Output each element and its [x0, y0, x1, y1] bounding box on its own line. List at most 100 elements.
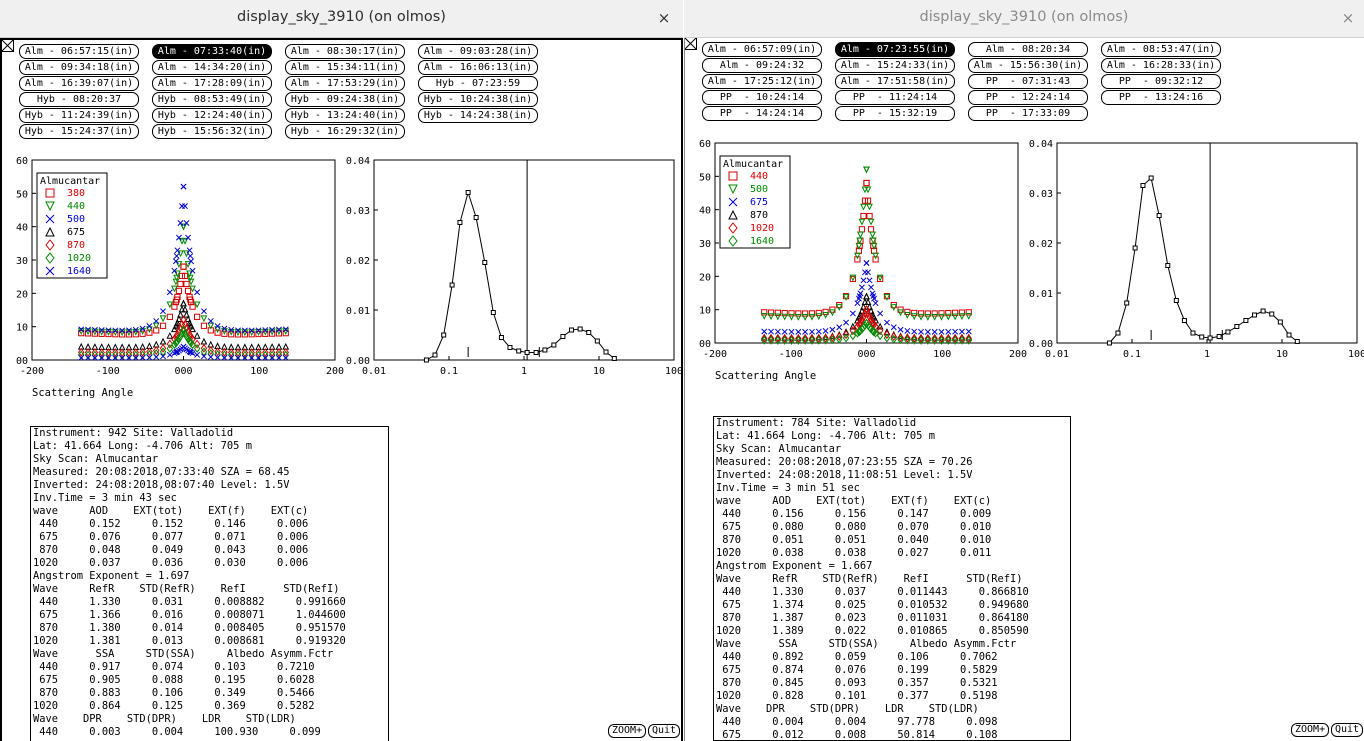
close-icon[interactable]: ×	[1341, 9, 1355, 27]
close-icon[interactable]: ×	[657, 9, 671, 27]
scan-button[interactable]: PP - 12:24:14	[968, 90, 1088, 105]
data-point	[200, 337, 208, 345]
zoom-button[interactable]: ZOOM+	[608, 724, 647, 738]
data-point	[958, 309, 966, 316]
scan-button[interactable]: PP - 13:24:16	[1101, 90, 1221, 105]
y-tick-label: 20	[699, 272, 711, 283]
info-line: Instrument: 784 Site: Valladolid	[716, 417, 917, 429]
data-point	[774, 334, 782, 343]
x-tick-label: 100	[933, 349, 951, 360]
data-point	[262, 330, 269, 337]
data-point	[864, 298, 872, 305]
scan-button[interactable]: Alm - 07:23:55(in)	[835, 42, 955, 57]
x-tick-label: 0.01	[362, 366, 386, 377]
data-point	[282, 354, 289, 361]
scan-button[interactable]: Alm - 07:33:40(in)	[152, 44, 272, 59]
scan-button[interactable]: PP - 10:24:14	[702, 90, 822, 105]
scan-button[interactable]: Alm - 15:56:30(in)	[968, 58, 1088, 73]
scan-button[interactable]: Alm - 17:51:58(in)	[835, 74, 955, 89]
scan-button[interactable]: Hyb - 15:56:32(in)	[152, 124, 272, 139]
scan-button[interactable]: Alm - 08:53:47(in)	[1101, 42, 1221, 57]
data-point	[836, 332, 843, 342]
scan-button[interactable]: PP - 14:24:14	[702, 106, 822, 121]
scan-button[interactable]: Hyb - 13:24:40(in)	[285, 108, 405, 123]
data-point	[177, 310, 184, 318]
y-tick-label: 0.03	[346, 206, 370, 217]
x-tick-label: 200	[326, 366, 344, 377]
scan-button[interactable]: Alm - 15:34:11(in)	[285, 60, 405, 75]
data-point	[118, 350, 126, 360]
data-point	[282, 330, 289, 337]
data-point	[883, 330, 891, 340]
data-point	[560, 334, 566, 339]
data-point	[849, 326, 857, 336]
scan-button[interactable]: Alm - 17:28:09(in)	[152, 76, 272, 91]
info-line: 675 0.905 0.088 0.195 0.6028	[33, 674, 315, 686]
data-point	[457, 220, 463, 225]
data-point	[1140, 183, 1146, 188]
scan-button[interactable]: Hyb - 14:24:38(in)	[418, 108, 538, 123]
scan-button[interactable]: Hyb - 08:20:37	[19, 92, 139, 107]
scan-button[interactable]: Hyb - 10:24:38(in)	[418, 92, 538, 107]
scan-button[interactable]: Alm - 16:28:33(in)	[1101, 58, 1221, 73]
data-point	[255, 327, 262, 334]
scan-button[interactable]: Alm - 06:57:09(in)	[702, 42, 822, 57]
scan-button[interactable]: Hyb - 07:23:59	[418, 76, 538, 91]
scan-button[interactable]: PP - 09:32:12	[1101, 74, 1221, 89]
scan-button[interactable]: Alm - 17:53:29(in)	[285, 76, 405, 91]
data-point	[235, 327, 241, 334]
scan-button[interactable]: Alm - 08:20:34	[968, 42, 1088, 57]
data-point	[112, 327, 119, 334]
corner-box[interactable]	[2, 40, 14, 52]
scatter-points	[77, 183, 290, 361]
data-point	[126, 354, 132, 361]
data-point	[132, 331, 139, 338]
legend-label: 500	[67, 214, 85, 225]
scan-button[interactable]: Alm - 09:34:18(in)	[19, 60, 139, 75]
corner-box[interactable]	[685, 38, 697, 50]
data-point	[118, 348, 126, 358]
scan-button[interactable]: Hyb - 15:24:37(in)	[19, 124, 139, 139]
data-point	[903, 311, 911, 319]
legend-label: 1020	[750, 223, 774, 234]
quit-button[interactable]: Quit	[1331, 723, 1364, 737]
data-point	[938, 310, 945, 317]
info-line: 675 0.080 0.080 0.070 0.010	[716, 521, 992, 533]
quit-button[interactable]: Quit	[648, 724, 681, 738]
scan-button[interactable]: Alm - 15:24:33(in)	[835, 58, 955, 73]
data-point	[180, 223, 187, 231]
scan-button[interactable]: Alm - 06:57:15(in)	[19, 44, 139, 59]
scan-button[interactable]: Alm - 16:06:13(in)	[418, 60, 538, 75]
y-tick-label: 50	[16, 189, 28, 200]
scan-button[interactable]: PP - 11:24:14	[835, 90, 955, 105]
data-point	[91, 350, 99, 360]
zoom-button[interactable]: ZOOM+	[1291, 723, 1330, 737]
data-point	[181, 237, 189, 245]
data-point	[172, 322, 180, 330]
info-line: Inv.Time = 3 min 51 sec	[716, 482, 860, 494]
scan-button[interactable]: PP - 15:32:19	[835, 106, 955, 121]
scan-button[interactable]: Hyb - 11:24:39(in)	[19, 108, 139, 123]
data-point	[166, 331, 174, 339]
scan-button[interactable]: Alm - 09:03:28(in)	[418, 44, 538, 59]
scan-button[interactable]: Alm - 09:24:32	[702, 58, 822, 73]
scan-button[interactable]: PP - 17:33:09	[968, 106, 1088, 121]
scan-button[interactable]: Hyb - 09:24:38(in)	[285, 92, 405, 107]
scan-button[interactable]: Hyb - 16:29:32(in)	[285, 124, 405, 139]
scan-button[interactable]: Hyb - 08:53:49(in)	[152, 92, 272, 107]
data-point	[228, 331, 235, 338]
data-point	[91, 326, 98, 333]
data-point	[194, 289, 201, 296]
data-point	[945, 335, 952, 345]
scan-button[interactable]: Alm - 08:30:17(in)	[285, 44, 405, 59]
data-point	[577, 326, 583, 332]
scan-button[interactable]: Alm - 17:25:12(in)	[702, 74, 822, 89]
data-point	[166, 339, 174, 349]
data-point	[869, 290, 876, 297]
data-point	[98, 348, 105, 357]
scan-button[interactable]: Hyb - 12:24:40(in)	[152, 108, 272, 123]
data-point	[91, 330, 98, 337]
scan-button[interactable]: Alm - 14:34:20(in)	[152, 60, 272, 75]
scan-button[interactable]: PP - 07:31:43	[968, 74, 1088, 89]
scan-button[interactable]: Alm - 16:39:07(in)	[19, 76, 139, 91]
